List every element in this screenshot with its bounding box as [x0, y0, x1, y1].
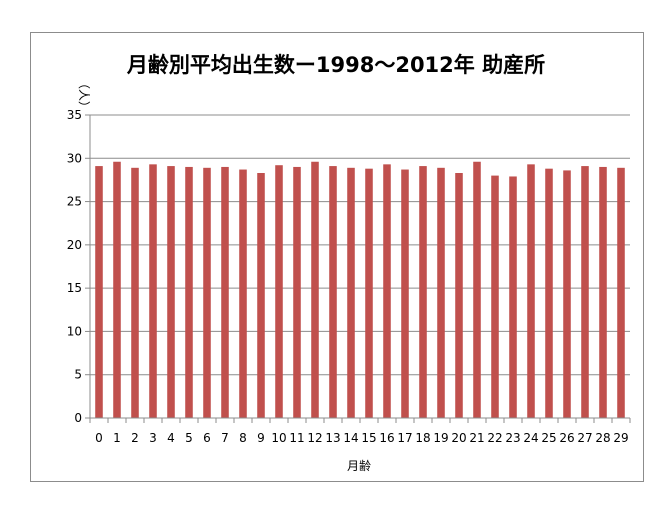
bar: [257, 173, 265, 418]
bar: [311, 161, 319, 418]
x-tick-label: 16: [379, 431, 394, 445]
bar: [113, 161, 121, 418]
y-tick-label: 10: [67, 324, 82, 338]
bar: [221, 166, 229, 418]
x-tick-label: 5: [185, 431, 193, 445]
x-tick-label: 21: [469, 431, 484, 445]
bar: [563, 170, 571, 418]
bar: [455, 173, 463, 418]
x-tick-label: 11: [289, 431, 304, 445]
x-tick-label: 17: [397, 431, 412, 445]
bar: [401, 169, 409, 418]
bar: [383, 164, 391, 418]
x-tick-label: 29: [613, 431, 628, 445]
x-tick-label: 14: [343, 431, 358, 445]
bar: [509, 176, 517, 418]
bar: [365, 168, 373, 418]
bar: [347, 167, 355, 418]
bar: [203, 167, 211, 418]
x-tick-label: 18: [415, 431, 430, 445]
y-tick-label: 30: [67, 151, 82, 165]
bar: [95, 166, 103, 418]
bar: [581, 166, 589, 418]
bar: [131, 167, 139, 418]
x-tick-label: 0: [95, 431, 103, 445]
bars: [95, 161, 625, 418]
bar: [617, 167, 625, 418]
x-tick-label: 2: [131, 431, 139, 445]
x-tick-label: 23: [505, 431, 520, 445]
x-tick-label: 24: [523, 431, 538, 445]
y-tick-label: 25: [67, 195, 82, 209]
y-axis-label: （人）: [77, 77, 91, 113]
bar: [599, 166, 607, 418]
x-tick-label: 13: [325, 431, 340, 445]
bar: [185, 166, 193, 418]
x-tick-label: 12: [307, 431, 322, 445]
x-tick-label: 19: [433, 431, 448, 445]
bar: [527, 164, 535, 418]
x-tick-label: 27: [577, 431, 592, 445]
y-tick-label: 5: [74, 368, 82, 382]
x-tick-label: 28: [595, 431, 610, 445]
bar: [419, 166, 427, 418]
x-tick-label: 8: [239, 431, 247, 445]
x-tick-label: 3: [149, 431, 157, 445]
bar: [437, 167, 445, 418]
bar: [491, 175, 499, 418]
bar: [545, 168, 553, 418]
bar: [275, 165, 283, 418]
x-tick-label: 6: [203, 431, 211, 445]
x-tick-label: 22: [487, 431, 502, 445]
x-ticks: 0 1 2 3 4 5 6 7 8 9 10 11 12 13 14 15 16 17 18 19 20 21 22 23 24…: [89, 418, 631, 445]
y-tick-label: 0: [74, 411, 82, 425]
y-tick-label: 20: [67, 238, 82, 252]
y-ticks: 0 5 10 15 20 25 30 35: [67, 108, 90, 425]
grid: [90, 114, 630, 419]
x-tick-label: 4: [167, 431, 175, 445]
x-axis-label: 月齢: [347, 458, 371, 473]
bar: [293, 166, 301, 418]
x-tick-label: 15: [361, 431, 376, 445]
x-tick-label: 1: [113, 431, 121, 445]
x-tick-label: 26: [559, 431, 574, 445]
bar: [149, 164, 157, 418]
bar: [473, 161, 481, 418]
y-tick-label: 15: [67, 281, 82, 295]
x-tick-label: 10: [271, 431, 286, 445]
y-tick-label: 35: [67, 108, 82, 122]
x-tick-label: 7: [221, 431, 229, 445]
chart-title: 月齢別平均出生数ー1998～2012年 助産所: [126, 53, 545, 77]
x-tick-label: 25: [541, 431, 556, 445]
x-tick-label: 9: [257, 431, 265, 445]
bar: [167, 166, 175, 418]
x-tick-label: 20: [451, 431, 466, 445]
bar: [329, 166, 337, 418]
bar: [239, 169, 247, 418]
